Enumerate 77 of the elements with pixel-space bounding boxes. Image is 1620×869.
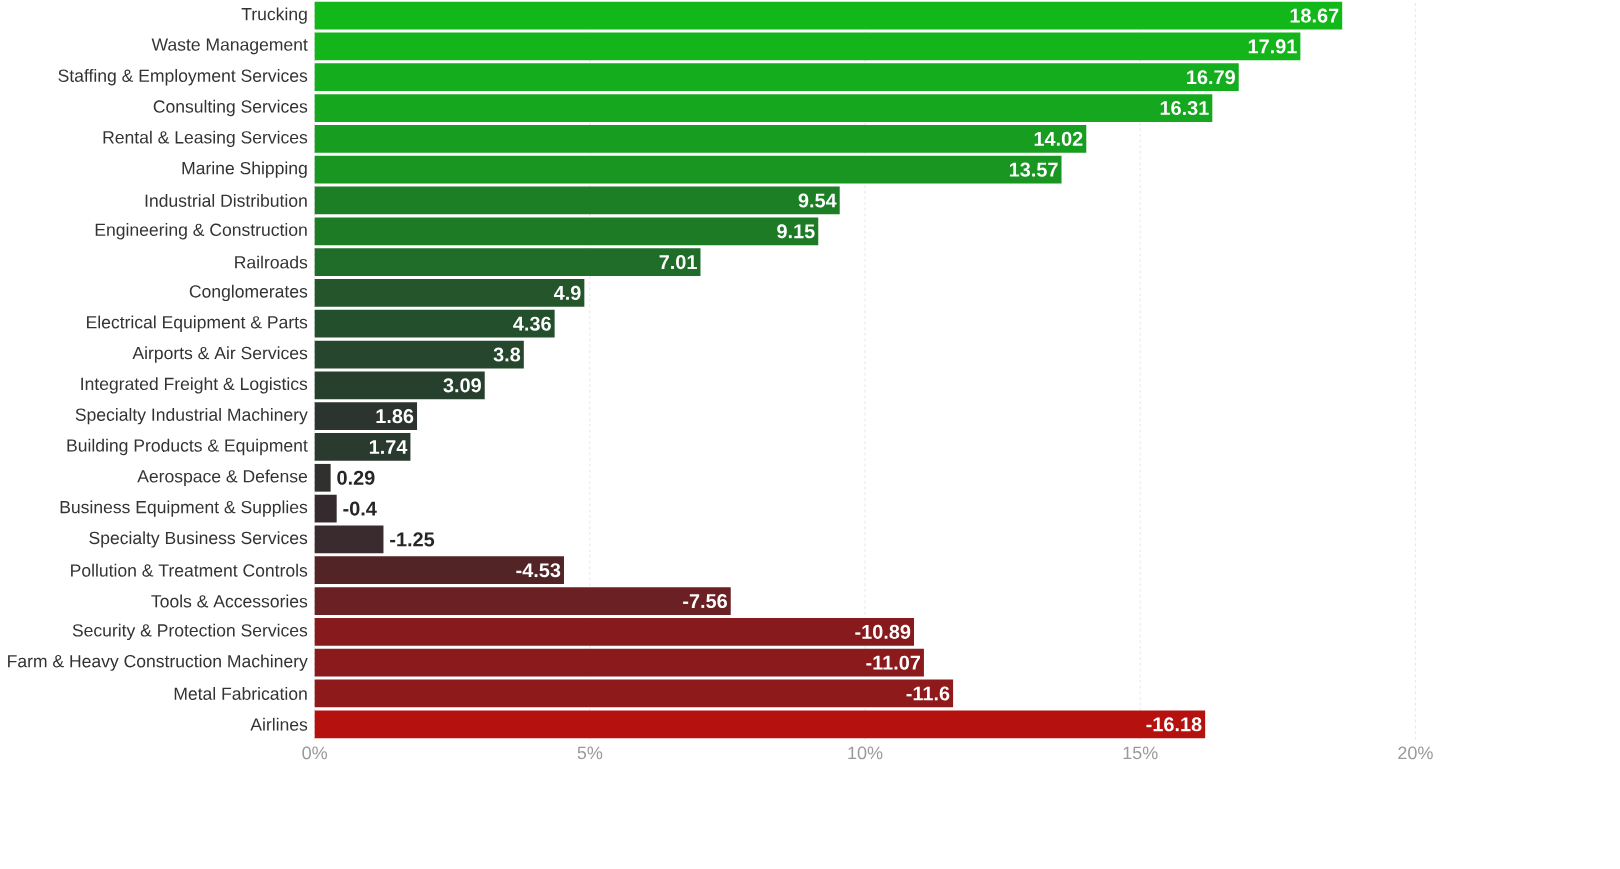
data-label: 1.74 [369,440,408,454]
y-tick-label: Security & Protection Services [72,623,308,640]
x-tick-label: 0% [302,746,328,760]
data-label: -16.18 [1146,717,1202,732]
data-label: 13.57 [1009,162,1058,177]
bar [314,494,337,523]
data-label: 7.01 [659,254,697,270]
data-label: -4.53 [516,563,561,578]
bar [314,186,840,215]
data-label: 0.29 [337,470,375,485]
y-tick-label: Industrial Distribution [145,193,307,207]
y-tick-label: Specialty Business Services [89,531,308,548]
bar [314,155,1062,184]
x-tick-label: 10% [848,746,883,760]
bar [314,433,411,461]
bar [314,648,924,677]
data-label: 9.15 [777,224,815,239]
y-tick-label: Electrical Equipment & Parts [87,315,308,332]
bar [314,402,418,430]
bar [314,63,1239,92]
data-label: 18.67 [1290,8,1339,23]
y-tick-label: Farm & Heavy Construction Machinery [8,654,308,671]
data-label: -10.89 [855,624,911,639]
y-tick-label: Pollution & Treatment Controls [71,563,308,577]
data-label: 9.54 [798,193,837,208]
y-tick-label: Conglomerates [189,284,308,302]
data-label: -11.6 [906,686,950,701]
bar [314,371,485,400]
bar [314,710,1206,739]
y-tick-label: Trucking [241,7,307,24]
bar [314,248,701,276]
y-tick-label: Aerospace & Defense [137,469,308,486]
data-label: -0.4 [343,501,377,516]
y-tick-label: Railroads [235,255,308,269]
data-label: 16.79 [1187,70,1235,85]
y-tick-label: Airports & Air Services [132,346,308,363]
y-tick-label: Rental & Leasing Services [103,130,308,147]
data-label: -11.07 [866,655,921,670]
y-tick-label: Integrated Freight & Logistics [81,377,308,394]
data-label: 4.9 [553,285,581,300]
bar [314,1,1343,30]
y-tick-label: Tools & Accessories [151,594,308,608]
y-tick-label: Business Equipment & Supplies [60,500,308,517]
data-label: 16.31 [1160,100,1209,116]
bar [314,556,564,585]
data-label: 3.09 [443,378,481,393]
bar [314,278,585,307]
data-label: -1.25 [390,532,435,547]
x-tick-label: 15% [1123,746,1158,760]
y-tick-label: Building Products & Equipment [67,438,308,456]
bar [314,32,1301,61]
bar [314,309,555,338]
data-label: 1.86 [376,409,414,424]
y-tick-label: Waste Management [151,38,308,55]
bar [314,525,384,554]
bar [314,617,915,646]
bar [314,124,1087,153]
data-label: 4.36 [513,316,551,331]
bar [314,340,524,369]
y-tick-label: Specialty Industrial Machinery [75,407,308,425]
x-tick-label: 20% [1398,746,1433,760]
y-tick-label: Marine Shipping [182,161,307,178]
y-tick-label: Consulting Services [153,99,308,117]
bar [314,587,731,615]
y-tick-label: Staffing & Employment Services [58,68,308,86]
data-label: -7.56 [683,593,727,609]
bar [314,94,1213,122]
bar [314,463,331,492]
bar [314,679,954,708]
y-tick-label: Engineering & Construction [95,223,307,240]
y-tick-label: Airlines [250,717,308,731]
data-label: 14.02 [1034,131,1083,146]
x-tick-label: 5% [577,746,603,760]
y-tick-label: Metal Fabrication [174,686,307,700]
data-label: 17.91 [1248,39,1297,54]
bar [314,217,819,246]
data-label: 3.8 [493,347,521,362]
